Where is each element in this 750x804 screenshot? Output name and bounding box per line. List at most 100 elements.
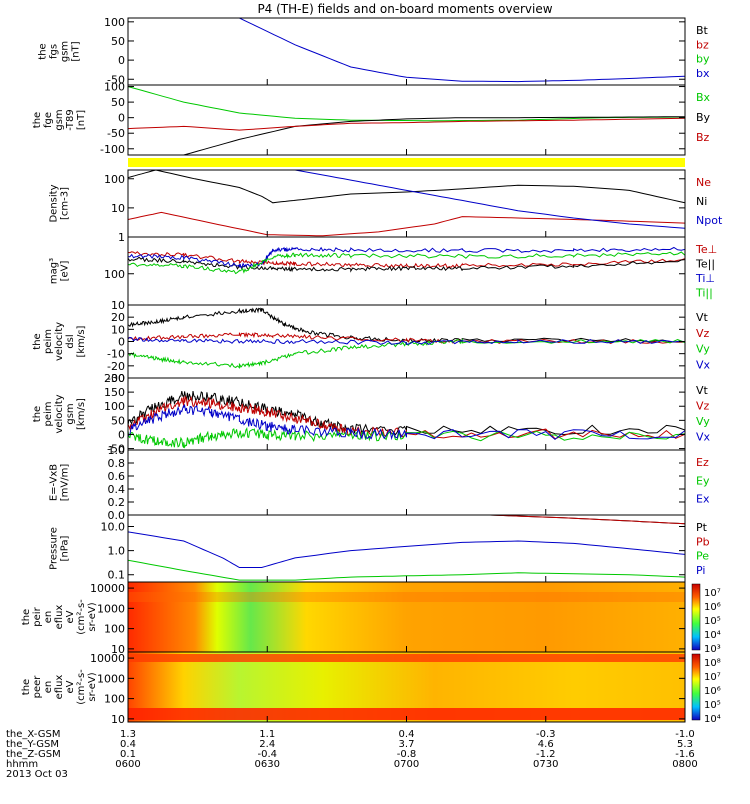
y-tick-label: 150 (104, 386, 125, 399)
y-tick-label: 100 (104, 400, 125, 413)
y-tick-label: 100 (104, 173, 125, 186)
footer-value: 2.4 (259, 739, 275, 750)
footer-value: 0600 (115, 759, 140, 770)
series-line-vx (128, 336, 685, 346)
colorbar-tick-label: 10³ (704, 644, 721, 655)
legend-vz: Vz (696, 327, 710, 340)
legend-pb: Pb (696, 535, 710, 548)
y-tick-label: -50 (107, 127, 125, 140)
y-tick-label: -20 (107, 360, 125, 373)
y-axis-label: velocity (54, 394, 65, 433)
series-line-bx (128, 86, 685, 122)
series-line-by (183, 116, 685, 155)
panel-lines-1 (128, 86, 685, 155)
series-line-bx (239, 18, 685, 83)
legend-ti: Ti|| (695, 287, 713, 300)
y-axis-label: [eV] (60, 261, 71, 282)
legend-vx: Vx (696, 358, 711, 371)
y-tick-label: 50 (111, 414, 125, 427)
y-tick-label: 100 (104, 623, 125, 636)
footer-value: 0.4 (120, 739, 136, 750)
footer-label: the_Z-GSM (6, 749, 61, 760)
y-tick-label: 50 (111, 35, 125, 48)
y-tick-label: 10 (111, 713, 125, 726)
legend-vz: Vz (696, 400, 710, 413)
series-line-vx (128, 403, 685, 441)
y-axis-label: the (38, 43, 49, 59)
series-line-vy (128, 426, 685, 449)
series-line-vt (128, 307, 685, 343)
y-axis-label: the (32, 333, 43, 349)
y-axis-label: fgs (49, 44, 60, 59)
panel-lines-5 (128, 391, 685, 449)
colorbar-tick-label: 10⁴ (704, 714, 721, 725)
y-axis-label: gsm (54, 109, 65, 130)
y-axis-label: [km/s] (76, 325, 87, 357)
y-tick-label: -30 (107, 372, 125, 385)
y-tick-label: 10000 (90, 652, 125, 665)
y-tick-label: 1000 (97, 672, 125, 685)
y-axis-label: (cm²-s- (76, 669, 87, 705)
legend-te: Te⊥ (695, 243, 717, 256)
y-tick-label: 200 (104, 372, 125, 385)
y-tick-label: 0.0 (108, 509, 126, 522)
colorbar-tick-label: 10⁶ (704, 686, 721, 697)
footer-value: 0.4 (399, 729, 415, 740)
legend-te: Te|| (695, 258, 715, 271)
legend-npot: Npot (696, 214, 723, 227)
y-tick-label: 1000 (97, 602, 125, 615)
legend-ti: Ti⊥ (695, 272, 715, 285)
y-tick-label: 10 (111, 202, 125, 215)
heatmap-band (128, 654, 685, 662)
footer-value: -1.2 (536, 749, 556, 760)
legend-by: By (696, 111, 711, 124)
y-axis-label: the (32, 406, 43, 422)
panel-lines-4 (128, 307, 685, 369)
footer-value: 0700 (394, 759, 419, 770)
footer-value: 3.7 (399, 739, 415, 750)
series-line-te (128, 251, 685, 269)
separator-band (128, 158, 685, 167)
panel-lines-0 (239, 18, 685, 83)
y-tick-label: 100 (104, 81, 125, 94)
y-tick-label: 20 (111, 311, 125, 324)
series-line-vz (128, 331, 685, 344)
y-axis-label: [nT] (76, 110, 87, 130)
y-tick-label: 0.1 (108, 569, 126, 582)
footer-value: 1.3 (120, 729, 136, 740)
y-axis-label: eflux (54, 605, 65, 630)
y-tick-label: 100 (104, 693, 125, 706)
y-axis-label: gsm (65, 403, 76, 424)
legend-vt: Vt (696, 311, 709, 324)
y-axis-label: the (21, 679, 32, 695)
y-axis-label: Pressure (49, 527, 60, 570)
series-line-ti (128, 251, 685, 275)
y-axis-label: sr-eV) (87, 602, 98, 631)
panel-frame-3 (127, 236, 686, 306)
series-line-npot (295, 170, 685, 229)
y-tick-label: 10000 (90, 582, 125, 595)
footer-value: 4.6 (538, 739, 554, 750)
y-tick-label: 0.4 (108, 483, 126, 496)
footer-value: 0630 (255, 759, 280, 770)
y-tick-label: -50 (107, 73, 125, 86)
legend-by: by (696, 53, 710, 66)
series-line-vz (128, 395, 685, 440)
footer-value: -0.8 (397, 749, 417, 760)
footer-value: -1.6 (675, 749, 695, 760)
series-line-pb (490, 515, 685, 525)
heatmap-band (128, 592, 685, 602)
y-tick-label: 50 (111, 96, 125, 109)
panel-frame-6 (127, 449, 686, 516)
y-axis-label: the (32, 112, 43, 128)
y-tick-label: 100 (104, 16, 125, 29)
y-tick-label: 10 (111, 299, 125, 312)
y-tick-label: 0 (118, 336, 125, 349)
y-axis-label: en (43, 611, 54, 624)
footer-value: -0.4 (257, 749, 277, 760)
legend-ey: Ey (696, 474, 710, 487)
legend-vy: Vy (696, 415, 710, 428)
panel-lines-2 (128, 170, 685, 237)
y-axis-label: eV (65, 680, 76, 693)
